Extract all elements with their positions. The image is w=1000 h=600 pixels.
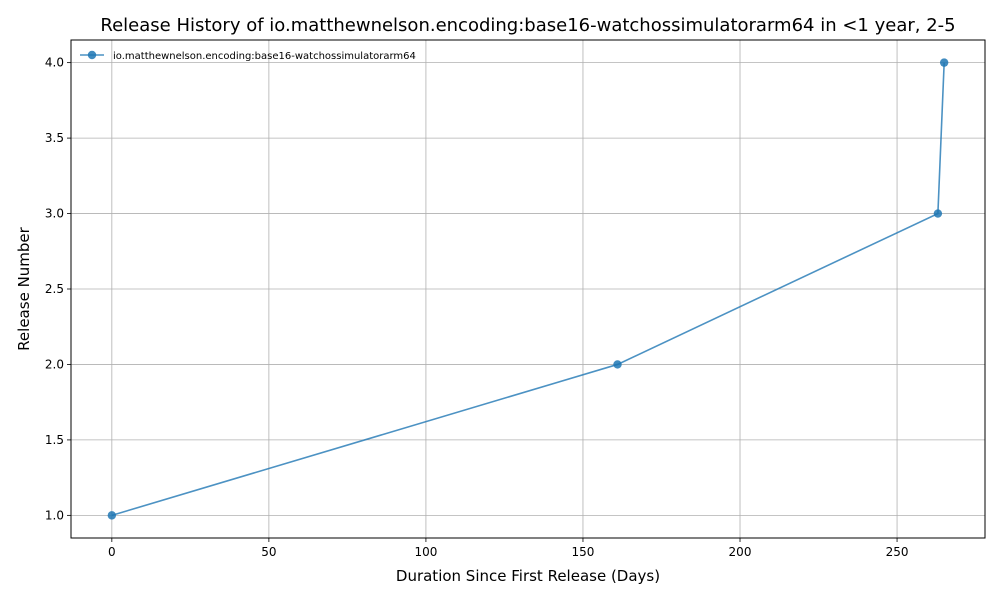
y-tick-label: 3.5 — [45, 131, 64, 145]
data-point — [613, 360, 622, 369]
legend: io.matthewnelson.encoding:base16-watchos… — [80, 50, 416, 62]
grid — [71, 40, 985, 538]
data-point — [107, 511, 117, 520]
legend-label: io.matthewnelson.encoding:base16-watchos… — [113, 51, 416, 62]
data-point — [933, 209, 943, 218]
y-tick-label: 2.0 — [45, 357, 64, 371]
x-tick-label: 200 — [729, 545, 752, 559]
x-axis-label: Duration Since First Release (Days) — [396, 567, 660, 585]
y-tick-label: 1.0 — [45, 508, 64, 522]
data-point — [939, 58, 949, 67]
series-line — [111, 62, 945, 517]
x-tick-label: 150 — [572, 545, 595, 559]
x-tick-label: 100 — [414, 545, 437, 559]
x-tick-label: 50 — [261, 545, 276, 559]
chart-title: Release History of io.matthewnelson.enco… — [100, 15, 955, 36]
y-tick-label: 4.0 — [45, 56, 64, 70]
y-tick-label: 2.5 — [45, 282, 64, 296]
x-tick-label: 0 — [108, 545, 116, 559]
y-tick-label: 1.5 — [45, 433, 64, 447]
y-tick-label: 3.0 — [45, 207, 64, 221]
y-axis-label: Release Number — [15, 226, 33, 350]
x-tick-label: 250 — [886, 545, 909, 559]
legend-marker — [87, 50, 97, 60]
series-layer — [107, 58, 949, 520]
ticks: 0 50 100 150 200 250 1.0 1.5 2.0 2.5 3.0 3.5 4.0 — [45, 56, 909, 559]
